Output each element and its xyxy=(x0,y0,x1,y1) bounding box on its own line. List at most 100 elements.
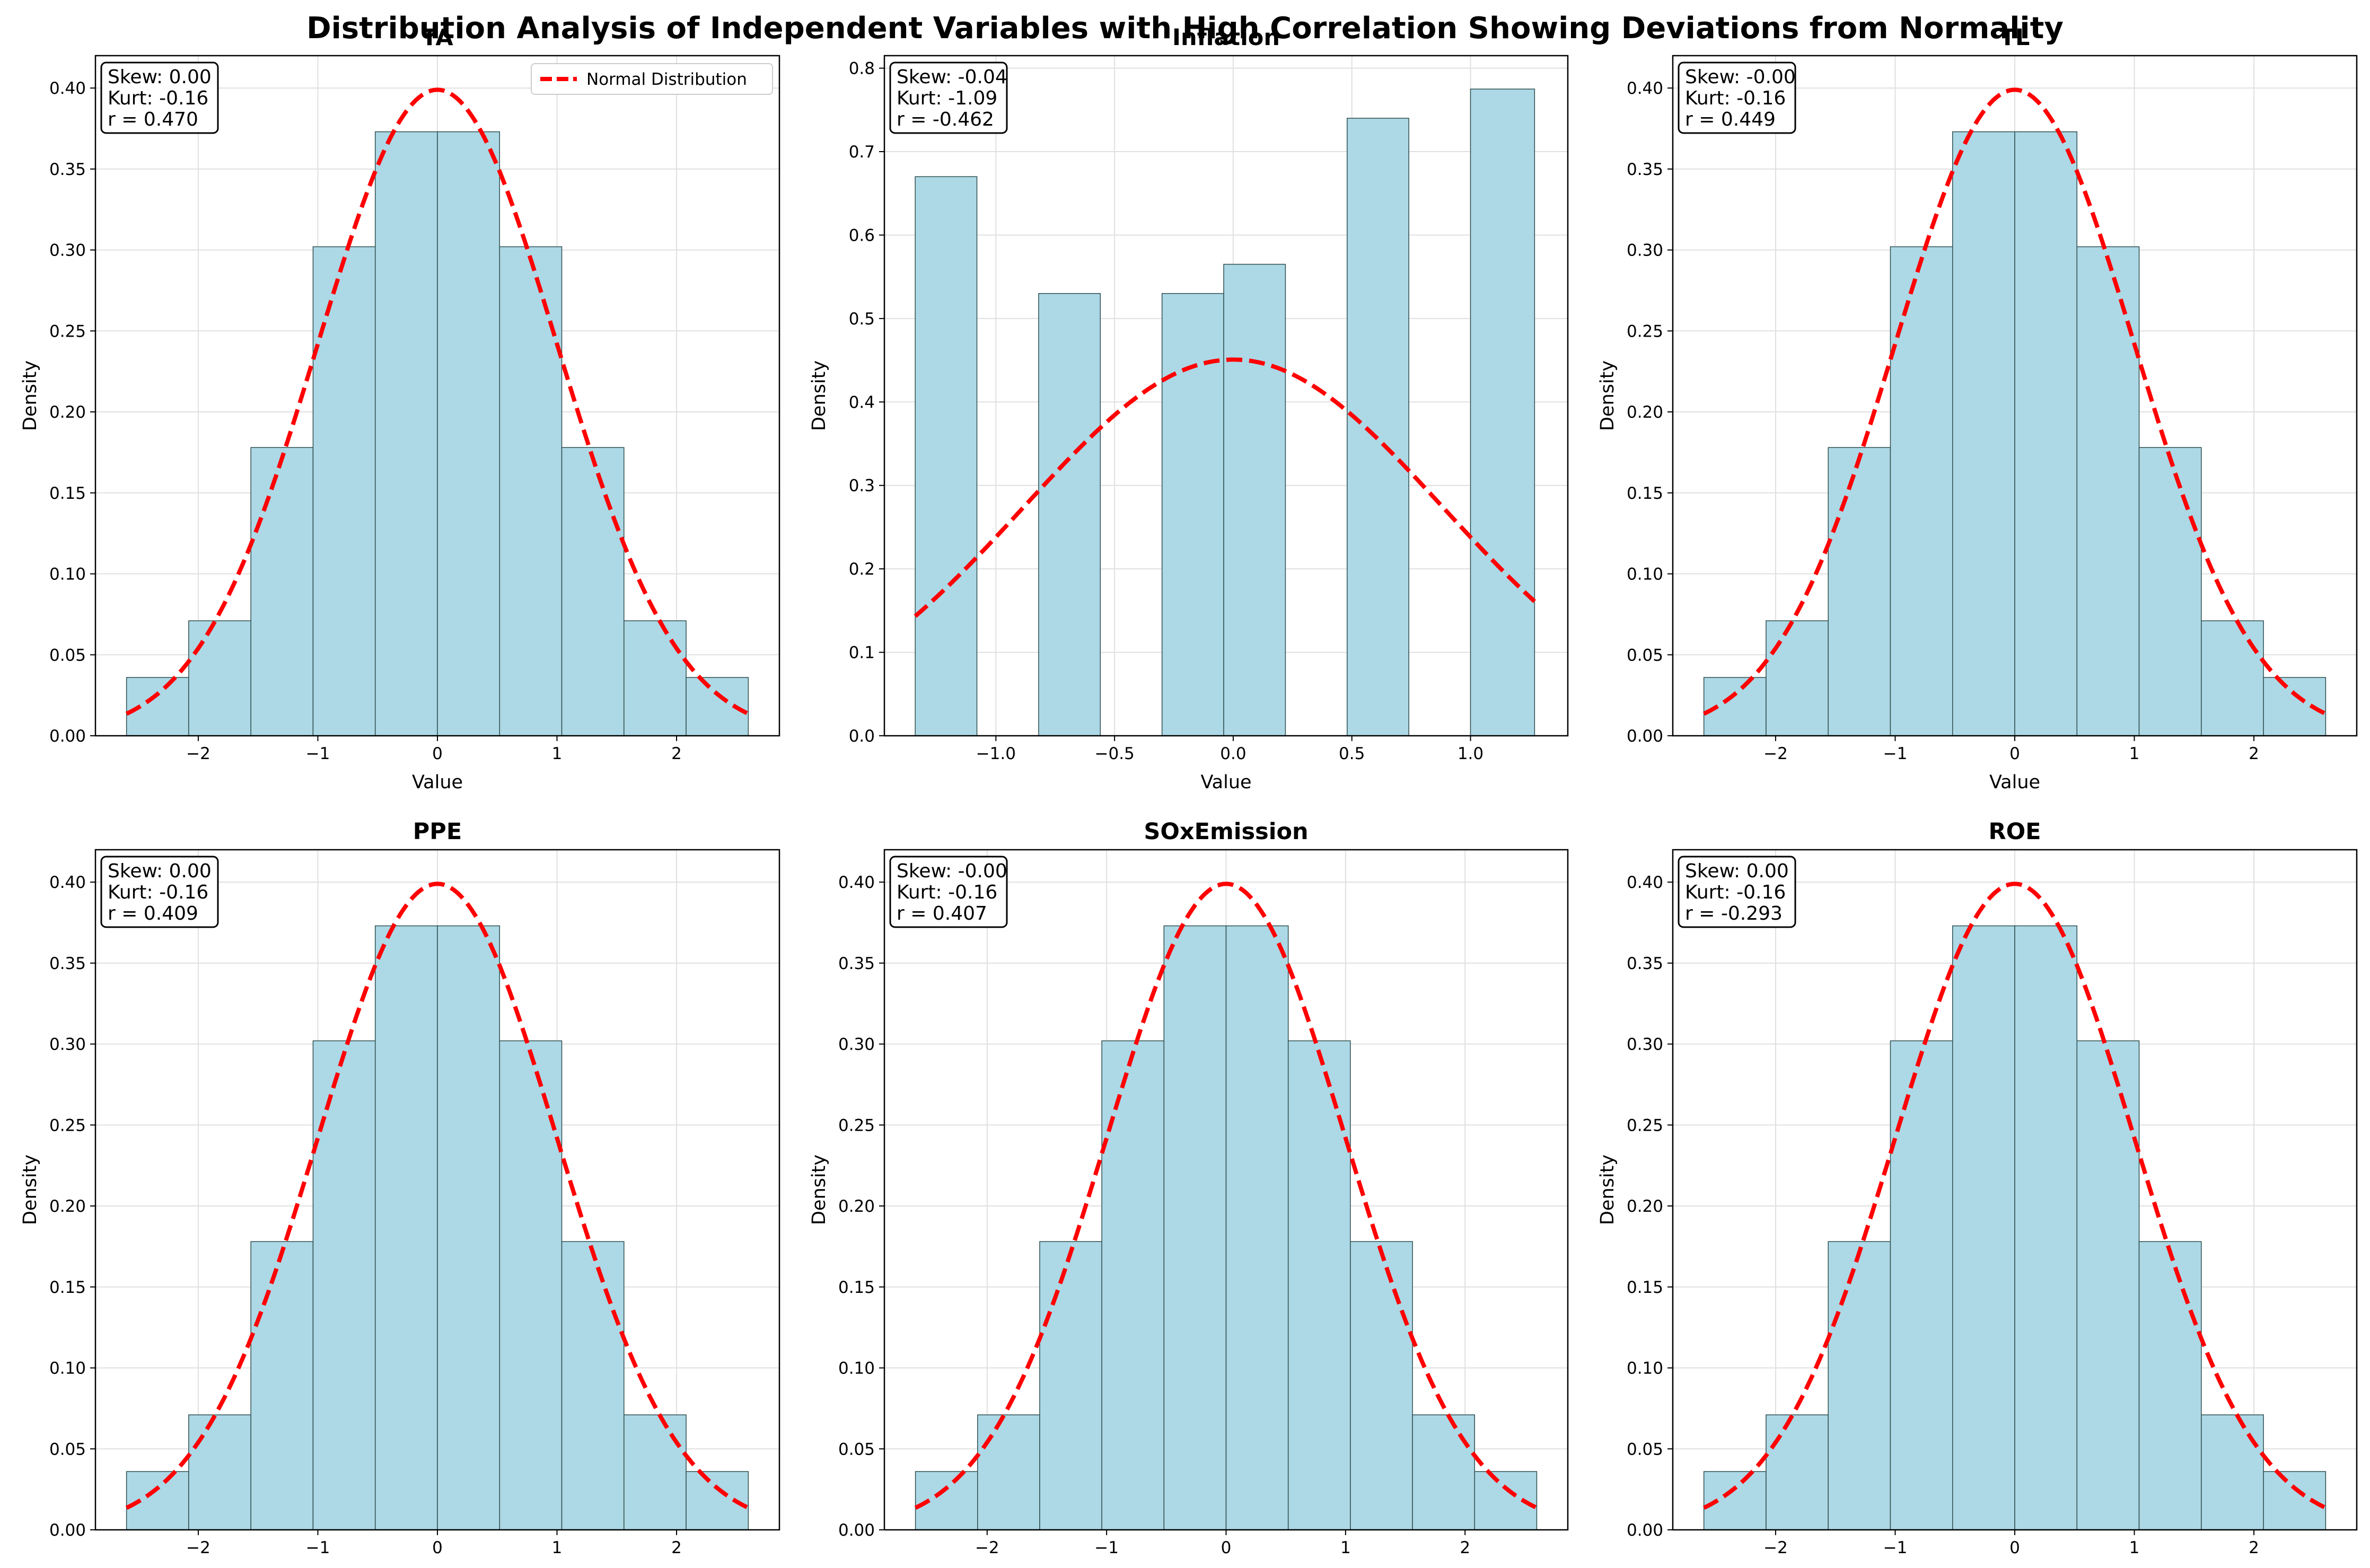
stats-line: Skew: 0.00 xyxy=(108,66,212,88)
normal-distribution-curve xyxy=(1702,87,2327,716)
x-tick-label: 2 xyxy=(2249,1538,2259,1557)
x-tick-label: 2 xyxy=(671,1538,682,1557)
stats-line: Kurt: -1.09 xyxy=(897,87,997,109)
histogram-bar xyxy=(1101,1040,1165,1530)
x-tick-label: −2 xyxy=(1763,1538,1788,1557)
x-axis-label: Value xyxy=(1200,1566,1251,1568)
x-tick-label: 1.0 xyxy=(1458,744,1484,763)
normal-distribution-curve xyxy=(1702,882,2327,1510)
x-tick-label: 2 xyxy=(2249,744,2259,763)
histogram-bar xyxy=(977,1414,1040,1530)
y-tick-label: 0.0 xyxy=(849,727,875,746)
histogram-bar xyxy=(1766,1414,1829,1530)
y-tick-label: 0.05 xyxy=(838,1440,875,1459)
subplot-title: SOxEmission xyxy=(1144,818,1308,845)
y-tick-label: 0.05 xyxy=(49,646,86,665)
histogram-bar xyxy=(312,246,376,736)
subplot-title: Inflation xyxy=(1172,24,1280,51)
normal-distribution-curve xyxy=(914,357,1537,618)
histogram-bar xyxy=(374,925,438,1530)
histogram-bar xyxy=(188,1414,251,1530)
histogram-bar xyxy=(1287,1040,1351,1530)
legend: Normal Distribution xyxy=(531,63,773,95)
y-tick-label: 0.30 xyxy=(49,241,86,260)
histogram-bar xyxy=(2138,1241,2202,1530)
stats-line: r = -0.293 xyxy=(1685,903,1783,924)
x-tick-label: 0 xyxy=(2009,744,2020,763)
y-tick-label: 0.25 xyxy=(1627,1116,1663,1135)
y-tick-label: 0.35 xyxy=(1627,160,1663,179)
y-tick-label: 0.4 xyxy=(849,393,875,412)
histogram-bars xyxy=(1703,925,2327,1530)
y-axis-label: Density xyxy=(1597,360,1618,431)
stats-line: r = -0.462 xyxy=(897,109,994,130)
x-tick-label: 0.5 xyxy=(1339,744,1365,763)
histogram-bar xyxy=(1952,131,2015,736)
stats-box-frame xyxy=(1678,61,1796,134)
histogram-bars xyxy=(1703,131,2327,736)
histogram-bar xyxy=(2014,131,2078,736)
histogram-bars xyxy=(915,925,1538,1530)
stats-box-frame xyxy=(100,61,219,134)
ticks: −2 −1 0 1 2 0.00 0.05 0.10 0.15 0.20 0.25 0.30 0.35 0… xyxy=(838,873,1470,1557)
subplot-ta: −2 −1 0 1 2 0.00 0.05 0.10 0.15 0.20 0.25 0.30 0.35 0… xyxy=(20,24,780,793)
ticks: −1.0 −0.5 0.0 0.5 1.0 0.0 0.1 0.2 0.3 0.4 0.5 0.6 0.… xyxy=(849,59,1484,763)
y-tick-label: 0.40 xyxy=(49,79,86,98)
histogram-bar xyxy=(1039,1241,1102,1530)
y-tick-label: 0.35 xyxy=(1627,954,1663,973)
stats-line: r = 0.407 xyxy=(897,903,987,924)
histogram-bar xyxy=(1163,925,1227,1530)
x-tick-label: 1 xyxy=(2129,744,2140,763)
legend-label: Normal Distribution xyxy=(586,70,747,89)
x-tick-label: −2 xyxy=(1763,744,1788,763)
y-tick-label: 0.40 xyxy=(838,873,875,892)
stats-line: Kurt: -0.16 xyxy=(108,87,208,109)
y-tick-label: 0.15 xyxy=(1627,1278,1663,1297)
histogram-bar xyxy=(2201,620,2264,736)
subplot-ppe: −2 −1 0 1 2 0.00 0.05 0.10 0.15 0.20 0.25 0.30 0.35 0… xyxy=(20,818,780,1568)
y-tick-label: 0.15 xyxy=(838,1278,875,1297)
histogram-bars xyxy=(126,131,749,736)
y-tick-label: 0.10 xyxy=(49,1359,86,1378)
stats-line: Skew: 0.00 xyxy=(108,860,212,882)
y-tick-label: 0.00 xyxy=(49,727,86,746)
subplot-roe: −2 −1 0 1 2 0.00 0.05 0.10 0.15 0.20 0.25 0.30 0.35 0… xyxy=(1597,818,2358,1568)
ticks: −2 −1 0 1 2 0.00 0.05 0.10 0.15 0.20 0.25 0.30 0.35 0… xyxy=(1627,79,2259,763)
subplot-title: TA xyxy=(422,24,453,51)
x-tick-label: −1.0 xyxy=(976,744,1016,763)
x-tick-label: 1 xyxy=(2129,1538,2140,1557)
subplot-title: PPE xyxy=(413,818,462,845)
x-tick-label: −1 xyxy=(1094,1538,1119,1557)
stats-box-frame xyxy=(1678,856,1796,928)
stats-line: r = 0.409 xyxy=(108,903,198,924)
ticks: −2 −1 0 1 2 0.00 0.05 0.10 0.15 0.20 0.25 0.30 0.35 0… xyxy=(49,79,682,763)
stats-line: Kurt: -0.16 xyxy=(897,882,997,903)
y-tick-label: 0.30 xyxy=(1627,241,1663,260)
y-tick-label: 0.10 xyxy=(1627,1359,1663,1378)
y-tick-label: 0.25 xyxy=(838,1116,875,1135)
histogram-bar xyxy=(2014,925,2078,1530)
stats-line: Kurt: -0.16 xyxy=(1685,87,1786,109)
y-tick-label: 0.7 xyxy=(849,143,875,162)
stats-line: Kurt: -0.16 xyxy=(1685,882,1786,903)
y-tick-label: 0.25 xyxy=(49,322,86,341)
x-axis-label: Value xyxy=(1989,772,2040,793)
y-tick-label: 0.25 xyxy=(1627,322,1663,341)
ticks: −2 −1 0 1 2 0.00 0.05 0.10 0.15 0.20 0.25 0.30 0.35 0… xyxy=(1627,873,2259,1557)
y-tick-label: 0.25 xyxy=(49,1116,86,1135)
x-tick-label: 1 xyxy=(1340,1538,1351,1557)
y-tick-label: 0.10 xyxy=(1627,565,1663,584)
y-tick-label: 0.20 xyxy=(49,1197,86,1216)
x-tick-label: 1 xyxy=(552,744,563,763)
y-tick-label: 0.20 xyxy=(838,1197,875,1216)
histogram-bar xyxy=(1347,118,1409,736)
histogram-bar xyxy=(1225,925,1289,1530)
histogram-bars xyxy=(126,925,749,1530)
y-axis-label: Density xyxy=(20,360,41,431)
y-tick-label: 0.00 xyxy=(838,1521,875,1540)
y-tick-label: 0.00 xyxy=(1627,727,1663,746)
y-axis-label: Density xyxy=(20,1155,41,1225)
